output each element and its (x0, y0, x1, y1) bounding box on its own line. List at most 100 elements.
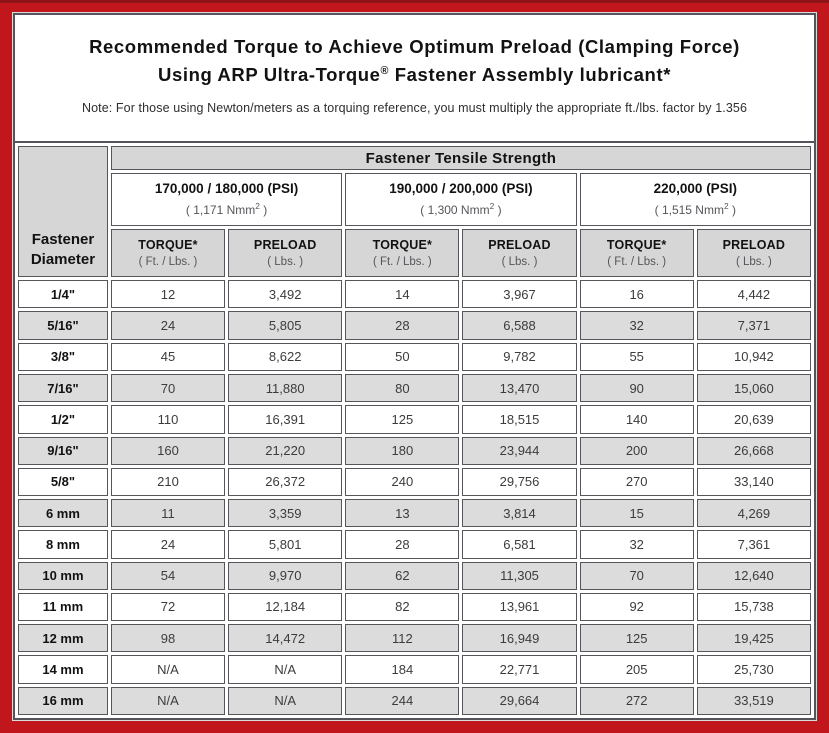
preload-value-cell: 19,425 (696, 624, 811, 653)
torque-value-cell: 92 (579, 592, 694, 622)
torque-value-cell: 55 (579, 342, 694, 371)
preload-value-cell: 26,668 (696, 436, 811, 465)
torque-value-cell: 244 (345, 686, 460, 715)
torque-value-cell: 160 (110, 436, 226, 465)
diameter-cell: 3/8" (18, 342, 108, 371)
preload-value-cell: 26,372 (228, 467, 343, 497)
torque-value-cell: 205 (579, 655, 694, 684)
torque-value-cell: 70 (110, 373, 226, 403)
preload-column-header-2: PRELOAD ( Lbs. ) (462, 228, 577, 278)
preload-value-cell: 14,472 (228, 624, 343, 653)
torque-value-cell: 62 (345, 561, 460, 590)
tensile-strength-header: Fastener Tensile Strength (110, 146, 811, 171)
torque-value-cell: 24 (110, 530, 226, 559)
diameter-cell: 6 mm (18, 499, 108, 528)
preload-column-header-1: PRELOAD ( Lbs. ) (228, 228, 343, 278)
torque-value-cell: 180 (345, 436, 460, 465)
nmm-value-1: ( 1,171 Nmm2 ) (185, 201, 268, 218)
torque-value-cell: 125 (345, 405, 460, 434)
tensile-strength-header-row: Fastener Diameter Fastener Tensile Stren… (18, 146, 811, 278)
preload-value-cell: N/A (228, 686, 343, 715)
preload-value-cell: 3,967 (462, 280, 577, 309)
table-row: 1/2" 110 16,391 125 18,515 140 20,639 (18, 405, 811, 434)
preload-value-cell: 33,140 (696, 467, 811, 497)
table-body: Fastener Diameter Fastener Tensile Stren… (18, 146, 811, 715)
title-line-2: Using ARP Ultra-Torque® Fastener Assembl… (15, 61, 814, 89)
table-row: 5/8" 210 26,372 240 29,756 270 33,140 (18, 467, 811, 497)
preload-value-cell: 33,519 (696, 686, 811, 715)
diameter-cell: 12 mm (18, 624, 108, 653)
table-row: 5/16" 24 5,805 28 6,588 32 7,371 (18, 311, 811, 340)
table-row: 9/16" 160 21,220 180 23,944 200 26,668 (18, 436, 811, 465)
psi-value-1: 170,000 / 180,000 (PSI) (154, 181, 299, 197)
torque-value-cell: 16 (579, 280, 694, 309)
torque-value-cell: 125 (579, 624, 694, 653)
preload-value-cell: 6,588 (462, 311, 577, 340)
preload-value-cell: 29,756 (462, 467, 577, 497)
torque-value-cell: 45 (110, 342, 226, 371)
preload-column-header-3: PRELOAD ( Lbs. ) (696, 228, 811, 278)
table-row: 7/16" 70 11,880 80 13,470 90 15,060 (18, 373, 811, 403)
preload-value-cell: 6,581 (462, 530, 577, 559)
torque-value-cell: 28 (345, 530, 460, 559)
torque-value-cell: 200 (579, 436, 694, 465)
diameter-cell: 10 mm (18, 561, 108, 590)
preload-value-cell: 21,220 (228, 436, 343, 465)
torque-value-cell: 140 (579, 405, 694, 434)
torque-value-cell: 112 (345, 624, 460, 653)
preload-value-cell: 16,949 (462, 624, 577, 653)
torque-value-cell: 98 (110, 624, 226, 653)
torque-value-cell: N/A (110, 686, 226, 715)
torque-value-cell: 110 (110, 405, 226, 434)
preload-value-cell: 5,805 (228, 311, 343, 340)
diameter-cell: 5/16" (18, 311, 108, 340)
torque-value-cell: 270 (579, 467, 694, 497)
column-header-row: TORQUE* ( Ft. / Lbs. ) PRELOAD ( Lbs. ) … (18, 228, 811, 278)
torque-column-header-3: TORQUE* ( Ft. / Lbs. ) (579, 228, 694, 278)
title-line-2-text: Using ARP Ultra-Torque (157, 63, 381, 85)
preload-value-cell: 16,391 (228, 405, 343, 434)
preload-value-cell: 3,492 (228, 280, 343, 309)
torque-table-wrapper: Fastener Diameter Fastener Tensile Stren… (15, 141, 814, 718)
preload-value-cell: 7,361 (696, 530, 811, 559)
torque-value-cell: 32 (579, 530, 694, 559)
preload-value-cell: 8,622 (228, 342, 343, 371)
preload-value-cell: 3,359 (228, 499, 343, 528)
table-row: 8 mm 24 5,801 28 6,581 32 7,361 (18, 530, 811, 559)
table-row: 6 mm 11 3,359 13 3,814 15 4,269 (18, 499, 811, 528)
diameter-cell: 1/2" (18, 405, 108, 434)
preload-value-cell: 7,371 (696, 311, 811, 340)
title-line-2-tail: Fastener Assembly lubricant* (389, 63, 672, 85)
preload-value-cell: 5,801 (228, 530, 343, 559)
psi-group-header-2: 190,000 / 200,000 (PSI) ( 1,300 Nmm2 ) (345, 173, 577, 226)
preload-value-cell: 11,305 (462, 561, 577, 590)
torque-column-header-2: TORQUE* ( Ft. / Lbs. ) (345, 228, 460, 278)
title-line-1: Recommended Torque to Achieve Optimum Pr… (89, 36, 740, 57)
preload-value-cell: 11,880 (228, 373, 343, 403)
diameter-cell: 9/16" (18, 436, 108, 465)
preload-value-cell: 9,782 (462, 342, 577, 371)
torque-value-cell: 28 (345, 311, 460, 340)
table-row: 10 mm 54 9,970 62 11,305 70 12,640 (18, 561, 811, 590)
torque-table: Fastener Diameter Fastener Tensile Stren… (15, 143, 814, 718)
torque-value-cell: 82 (345, 592, 460, 622)
torque-value-cell: 11 (110, 499, 226, 528)
preload-value-cell: 3,814 (462, 499, 577, 528)
preload-value-cell: 23,944 (462, 436, 577, 465)
psi-value-2: 190,000 / 200,000 (PSI) (389, 181, 533, 197)
preload-value-cell: 9,970 (228, 561, 343, 590)
psi-value-3: 220,000 (PSI) (653, 181, 737, 197)
preload-value-cell: 10,942 (696, 342, 811, 371)
content-box: Recommended Torque to Achieve Optimum Pr… (12, 12, 817, 721)
frame-top-edge (0, 0, 829, 3)
torque-value-cell: 15 (579, 499, 694, 528)
torque-value-cell: 90 (579, 373, 694, 403)
torque-value-cell: 13 (345, 499, 460, 528)
torque-value-cell: 210 (110, 467, 226, 497)
diameter-cell: 5/8" (18, 467, 108, 497)
diameter-cell: 7/16" (18, 373, 108, 403)
preload-value-cell: 15,738 (696, 592, 811, 622)
torque-value-cell: 240 (345, 467, 460, 497)
preload-value-cell: 12,184 (228, 592, 343, 622)
preload-value-cell: 18,515 (462, 405, 577, 434)
